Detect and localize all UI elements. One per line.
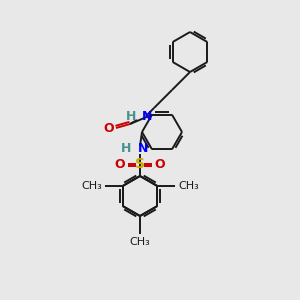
Text: H: H [121, 142, 131, 155]
Text: CH₃: CH₃ [178, 181, 199, 191]
Text: O: O [104, 122, 114, 134]
Text: N: N [142, 110, 152, 122]
Text: O: O [155, 158, 165, 170]
Text: CH₃: CH₃ [81, 181, 102, 191]
Text: CH₃: CH₃ [130, 237, 150, 247]
Text: H: H [126, 110, 136, 122]
Text: S: S [135, 157, 145, 171]
Text: O: O [115, 158, 125, 170]
Text: N: N [138, 142, 148, 155]
